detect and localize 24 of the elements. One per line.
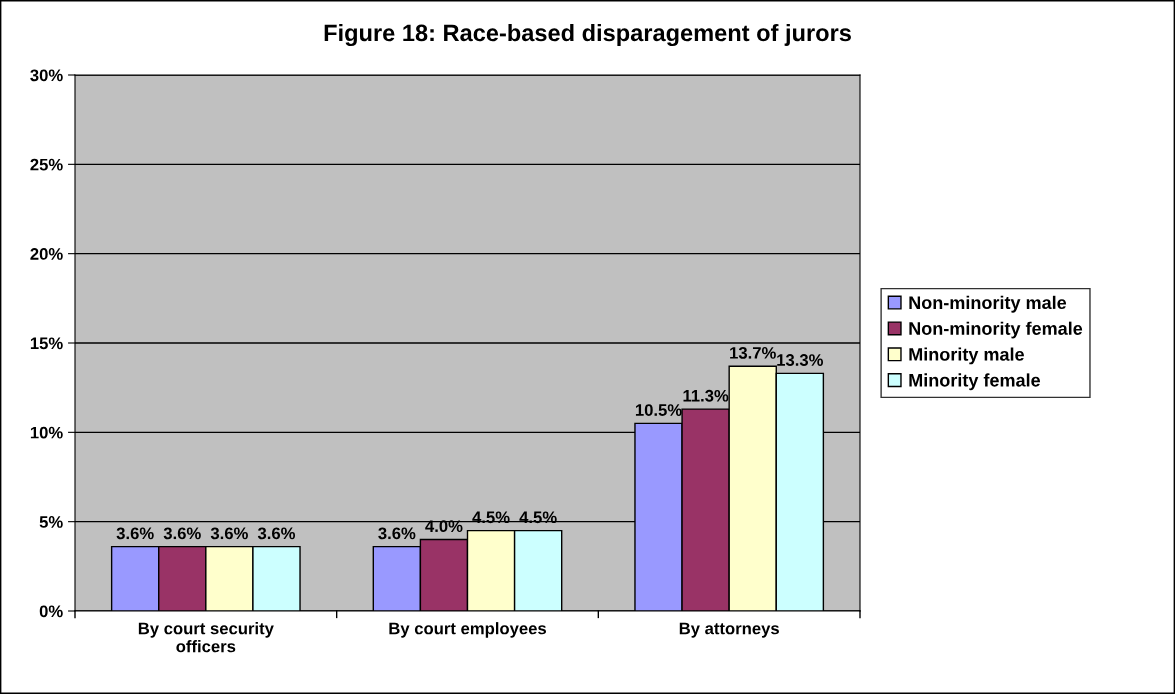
data-label: 10.5% <box>635 404 682 416</box>
data-label: 13.3% <box>777 354 824 366</box>
x-tick-label: By attorneys <box>679 622 779 638</box>
x-tick-label: By court security officers <box>138 622 274 653</box>
data-label: 11.3% <box>683 389 729 402</box>
y-tick-label: 0% <box>39 605 63 618</box>
y-tick-label: 15% <box>30 337 63 350</box>
y-tick-label: 25% <box>30 158 63 171</box>
y-tick-label: 5% <box>39 516 63 528</box>
y-tick-label: 30% <box>30 69 63 82</box>
data-label: 3.6% <box>210 527 248 540</box>
chart-title: Figure 18: Race-based disparagement of jurors <box>324 23 851 47</box>
x-tick-label: By court employees <box>389 622 547 638</box>
data-label: 13.7% <box>730 346 776 359</box>
y-tick-label: 10% <box>30 426 63 439</box>
legend-label: Minority female <box>909 373 1041 391</box>
y-tick-label: 20% <box>30 248 63 260</box>
data-label: 3.6% <box>378 527 416 540</box>
legend-label: Minority male <box>909 347 1024 365</box>
legend-label: Non-minority female <box>909 321 1083 339</box>
legend-label: Non-minority male <box>909 295 1067 313</box>
data-label: 3.6% <box>163 527 201 540</box>
data-label: 3.6% <box>116 527 154 540</box>
data-label: 3.6% <box>257 527 296 540</box>
